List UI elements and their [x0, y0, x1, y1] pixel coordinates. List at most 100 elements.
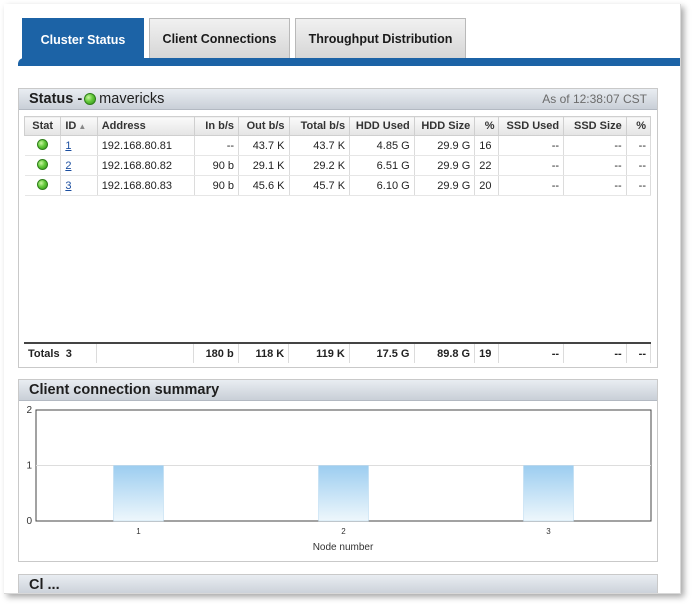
- totals-ssd-pct: --: [626, 342, 652, 363]
- hdd-size-cell: 29.9 G: [414, 135, 476, 156]
- status-title: Status -: [29, 91, 83, 107]
- y-tick-label: 2: [26, 405, 32, 416]
- x-tick-label: 3: [546, 527, 551, 536]
- totals-ssd-size: --: [563, 342, 627, 363]
- totals-out: 118 K: [238, 342, 290, 363]
- hdd-size-cell: 29.9 G: [414, 175, 476, 196]
- totals-hdd-pct: 19: [474, 342, 500, 363]
- totals-hdd-size: 89.8 G: [414, 342, 476, 363]
- status-panel-header: Status - mavericks As of 12:38:07 CST: [19, 89, 657, 110]
- as-of-timestamp: As of 12:38:07 CST: [542, 92, 647, 106]
- col-hdd-size[interactable]: HDD Size: [413, 116, 476, 136]
- col-in[interactable]: In b/s: [193, 116, 240, 136]
- client-panel-title: Client connection summary: [29, 382, 220, 398]
- tab-throughput-distribution[interactable]: Throughput Distribution: [295, 18, 466, 58]
- total-cell: 43.7 K: [289, 135, 351, 156]
- id-cell: 1: [60, 135, 98, 156]
- hdd-pct-cell: 16: [474, 135, 500, 156]
- tab-cluster-status[interactable]: Cluster Status: [22, 18, 144, 60]
- table-row[interactable]: 3 192.168.80.83 90 b 45.6 K 45.7 K 6.10 …: [24, 175, 652, 196]
- col-stat[interactable]: Stat: [23, 116, 62, 136]
- totals-count: 3: [65, 347, 72, 360]
- totals-table: Totals 3 180 b 118 K 119 K 17.5 G 89.8 G…: [24, 342, 652, 363]
- hdd-used-cell: 4.85 G: [349, 135, 415, 156]
- id-cell: 2: [60, 155, 98, 176]
- node-id-link[interactable]: 3: [65, 179, 72, 192]
- ssd-used-cell: --: [498, 155, 565, 176]
- table-row[interactable]: 1 192.168.80.81 -- 43.7 K 43.7 K 4.85 G …: [24, 135, 652, 156]
- next-panel-title: Cl ...: [29, 577, 60, 593]
- hdd-pct-cell: 22: [474, 155, 500, 176]
- next-panel-header: Cl ...: [19, 575, 657, 593]
- col-hdd-pct[interactable]: %: [474, 116, 500, 136]
- totals-row: Totals 3 180 b 118 K 119 K 17.5 G 89.8 G…: [24, 342, 652, 363]
- table-header-row: Stat ID ▲ Address In b/s Out b/s Total b/…: [23, 116, 652, 136]
- status-cell: [24, 175, 62, 196]
- hdd-pct-cell: 20: [474, 175, 500, 196]
- totals-total: 119 K: [288, 342, 350, 363]
- cluster-status-icon: [84, 93, 97, 105]
- cluster-name: mavericks: [99, 91, 165, 107]
- out-cell: 29.1 K: [238, 155, 290, 176]
- node-table: Stat ID ▲ Address In b/s Out b/s Total b/…: [23, 116, 652, 196]
- x-axis-label: Node number: [313, 542, 374, 553]
- y-tick-label: 1: [26, 461, 32, 472]
- totals-hdd-used: 17.5 G: [349, 342, 415, 363]
- in-cell: 90 b: [194, 155, 240, 176]
- ssd-used-cell: --: [498, 135, 565, 156]
- in-cell: 90 b: [194, 175, 240, 196]
- col-address[interactable]: Address: [96, 116, 195, 136]
- total-cell: 45.7 K: [289, 175, 351, 196]
- col-ssd-pct[interactable]: %: [625, 116, 652, 136]
- id-cell: 3: [60, 175, 98, 196]
- x-tick-label: 1: [136, 527, 141, 536]
- col-total[interactable]: Total b/s: [288, 116, 351, 136]
- tab-client-connections[interactable]: Client Connections: [149, 18, 290, 58]
- ssd-used-cell: --: [498, 175, 565, 196]
- ssd-size-cell: --: [563, 175, 627, 196]
- address-cell: 192.168.80.83: [97, 175, 195, 196]
- client-connection-panel: Client connection summary 0 1 2 1 2 3 Node nu…: [18, 379, 658, 562]
- ssd-size-cell: --: [563, 135, 627, 156]
- client-panel-header: Client connection summary: [19, 380, 657, 401]
- address-cell: 192.168.80.81: [97, 135, 195, 156]
- x-tick-label: 2: [341, 527, 346, 536]
- connection-chart: 0 1 2 1 2 3 Node number: [19, 402, 659, 558]
- sort-ascending-icon: ▲: [78, 122, 87, 131]
- status-cell: [24, 155, 62, 176]
- hdd-size-cell: 29.9 G: [414, 155, 476, 176]
- ssd-size-cell: --: [563, 155, 627, 176]
- out-cell: 43.7 K: [238, 135, 290, 156]
- hdd-used-cell: 6.10 G: [349, 175, 415, 196]
- cluster-status-window: Cluster Status Client Connections Throug…: [4, 4, 681, 594]
- next-panel: Cl ...: [18, 574, 658, 593]
- ssd-pct-cell: --: [626, 135, 652, 156]
- col-ssd-used[interactable]: SSD Used: [498, 116, 565, 136]
- ssd-pct-cell: --: [626, 175, 652, 196]
- node-id-link[interactable]: 2: [65, 159, 72, 172]
- in-cell: --: [194, 135, 240, 156]
- status-cell: [24, 135, 62, 156]
- bar-node-1[interactable]: [113, 465, 164, 522]
- bar-node-2[interactable]: [318, 465, 369, 522]
- table-row[interactable]: 2 192.168.80.82 90 b 29.1 K 29.2 K 6.51 …: [24, 155, 652, 176]
- node-ok-icon: [36, 138, 48, 150]
- col-out[interactable]: Out b/s: [238, 116, 290, 136]
- ssd-pct-cell: --: [626, 155, 652, 176]
- address-cell: 192.168.80.82: [97, 155, 195, 176]
- col-ssd-size[interactable]: SSD Size: [563, 116, 627, 136]
- col-id[interactable]: ID ▲: [60, 116, 98, 136]
- node-id-link[interactable]: 1: [65, 139, 72, 152]
- node-ok-icon: [36, 178, 48, 190]
- node-ok-icon: [36, 158, 48, 170]
- tab-underline: [18, 58, 680, 66]
- bar-node-3[interactable]: [523, 465, 574, 522]
- totals-in: 180 b: [193, 342, 239, 363]
- status-panel: Status - mavericks As of 12:38:07 CST St…: [18, 88, 658, 368]
- totals-address-cell: [96, 342, 195, 363]
- col-hdd-used[interactable]: HDD Used: [349, 116, 415, 136]
- y-tick-label: 0: [26, 516, 32, 527]
- totals-label-cell: Totals 3: [24, 342, 98, 363]
- total-cell: 29.2 K: [289, 155, 351, 176]
- connection-chart-svg: 0 1 2 1 2 3 Node number: [26, 405, 652, 553]
